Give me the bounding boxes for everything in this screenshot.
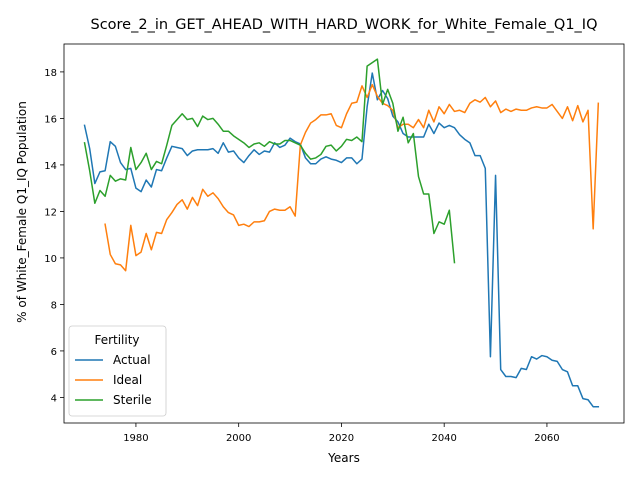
series-line-actual	[83, 72, 600, 408]
y-tick-label: 6	[51, 347, 57, 358]
x-tick-label: 2020	[329, 433, 354, 444]
legend-label-sterile: Sterile	[113, 393, 152, 407]
y-tick-label: 10	[44, 254, 57, 265]
x-axis-ticks: 1980 2000 2020 2040 2060	[123, 423, 560, 444]
x-tick-label: 1980	[123, 433, 148, 444]
legend-label-ideal: Ideal	[113, 373, 142, 387]
legend: Fertility Actual Ideal Sterile	[68, 325, 167, 417]
y-tick-label: 4	[51, 393, 57, 404]
y-tick-label: 14	[44, 161, 57, 172]
legend-title: Fertility	[94, 333, 139, 347]
y-axis-label: % of White_Female Q1_IQ Population	[15, 101, 29, 323]
y-axis-ticks: 4 6 8 10 12 14 16 18	[44, 68, 64, 404]
plot-frame	[63, 43, 625, 424]
x-tick-label: 2040	[431, 433, 456, 444]
series-line-ideal	[104, 83, 600, 272]
x-tick-label: 2000	[226, 433, 251, 444]
series-line-sterile	[83, 58, 456, 264]
x-tick-label: 2060	[534, 433, 559, 444]
y-tick-label: 12	[44, 207, 57, 218]
plot-series	[83, 58, 600, 408]
y-tick-label: 18	[44, 68, 57, 79]
chart-title: Score_2_in_GET_AHEAD_WITH_HARD_WORK_for_…	[90, 17, 597, 33]
x-axis-label: Years	[327, 451, 360, 465]
y-tick-label: 16	[44, 114, 57, 125]
legend-label-actual: Actual	[113, 353, 151, 367]
y-tick-label: 8	[51, 300, 57, 311]
legend-box	[68, 325, 167, 417]
